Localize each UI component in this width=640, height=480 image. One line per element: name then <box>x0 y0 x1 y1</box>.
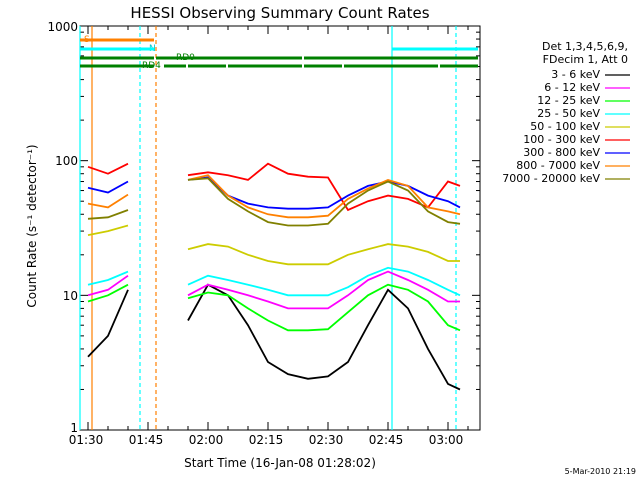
x-tick-label: 02:45 <box>369 433 404 447</box>
legend-entry: 800 - 7000 keV <box>516 159 630 172</box>
legend-label: 12 - 25 keV <box>537 94 600 107</box>
y-tick-label: 1000 <box>47 20 78 34</box>
legend-label: 300 - 800 keV <box>523 146 600 159</box>
series-line <box>87 224 460 266</box>
legend-entry: 7000 - 20000 keV <box>502 172 630 185</box>
legend: 3 - 6 keV 6 - 12 keV 12 - 25 keV 25 - 50… <box>502 68 630 185</box>
series-line <box>87 162 461 212</box>
legend-label: 6 - 12 keV <box>544 81 600 94</box>
legend-label: 3 - 6 keV <box>551 68 600 81</box>
legend-entry: 3 - 6 keV <box>551 68 630 81</box>
y-tick-label: 10 <box>63 289 78 303</box>
series-line <box>87 174 461 219</box>
footer-date: 5-Mar-2010 21:19 <box>565 467 636 476</box>
plot-area <box>79 26 480 431</box>
legend-header-line2: FDecim 1, Att 0 <box>543 53 628 66</box>
legend-label: 7000 - 20000 keV <box>502 172 600 185</box>
legend-entry: 50 - 100 keV <box>530 120 630 133</box>
series-line <box>87 270 460 310</box>
legend-label: 800 - 7000 keV <box>516 159 600 172</box>
x-tick-label: 03:00 <box>429 433 464 447</box>
legend-entry: 100 - 300 keV <box>523 133 630 146</box>
legend-label: 25 - 50 keV <box>537 107 600 120</box>
legend-entry: 6 - 12 keV <box>544 81 630 94</box>
x-tick-label: 02:15 <box>249 433 284 447</box>
chart-title: HESSI Observing Summary Count Rates <box>130 4 429 22</box>
series-line <box>87 283 461 332</box>
series-line <box>87 266 461 297</box>
legend-entry: 12 - 25 keV <box>537 94 630 107</box>
x-tick-label: 02:00 <box>189 433 224 447</box>
legend-entry: 300 - 800 keV <box>523 146 630 159</box>
legend-label: 100 - 300 keV <box>523 133 600 146</box>
x-tick-label: 01:45 <box>129 433 164 447</box>
legend-entry: 25 - 50 keV <box>537 107 630 120</box>
series-line <box>87 283 461 391</box>
y-axis-label: Count Rate (s⁻¹ detector⁻¹) <box>25 144 39 307</box>
x-axis-label: Start Time (16-Jan-08 01:28:02) <box>184 456 376 470</box>
series-line <box>87 177 461 227</box>
y-tick-label: 100 <box>55 154 78 168</box>
x-tick-label: 02:30 <box>309 433 344 447</box>
legend-header-line1: Det 1,3,4,5,6,9, <box>542 40 628 53</box>
legend-label: 50 - 100 keV <box>530 120 600 133</box>
series-line <box>87 176 461 210</box>
x-tick-label: 01:30 <box>69 433 104 447</box>
y-tick-label: 1 <box>70 421 78 435</box>
